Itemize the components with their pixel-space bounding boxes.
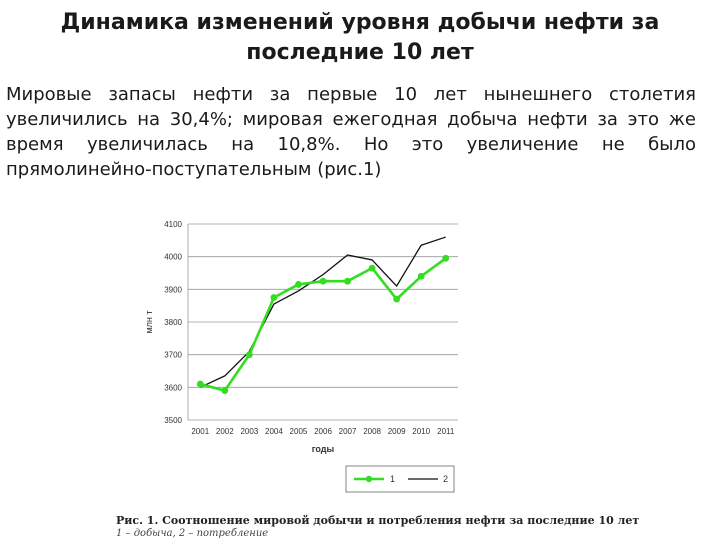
y-tick-label-3800: 3800 <box>164 318 182 327</box>
y-tick-label-3700: 3700 <box>164 351 182 360</box>
y-axis-tick-labels: 3500 3600 3700 3800 3900 4000 4100 <box>164 220 182 425</box>
chart-grid <box>187 223 458 421</box>
data-point-series-1-2001 <box>196 380 204 388</box>
data-point-series-1-2011 <box>442 254 450 262</box>
y-axis-label: млн т <box>144 310 154 333</box>
data-point-series-1-2008 <box>368 264 376 272</box>
paragraph-text: Мировые запасы нефти за первые 10 лет ны… <box>6 84 696 180</box>
series-line-2 <box>199 236 446 388</box>
x-tick-label-2010: 2010 <box>412 427 430 436</box>
x-tick-label-2005: 2005 <box>290 427 308 436</box>
slide-title: Динамика изменений уровня добычи нефти з… <box>60 10 660 65</box>
y-tick-label-3900: 3900 <box>164 285 182 294</box>
data-point-series-1-2007 <box>344 277 351 285</box>
y-tick-label-4000: 4000 <box>164 253 182 262</box>
x-tick-label-2004: 2004 <box>265 427 283 436</box>
chart-series <box>196 236 450 394</box>
x-tick-label-2007: 2007 <box>339 427 357 436</box>
data-point-series-1-2010 <box>417 272 425 280</box>
data-point-series-1-2003 <box>245 351 253 359</box>
data-point-series-1-2004 <box>270 294 278 301</box>
figure-subcaption: 1 – добыча, 2 – потребление <box>116 528 269 539</box>
data-point-series-1-2002 <box>221 387 229 394</box>
x-axis-label: годы <box>312 444 335 454</box>
chart-legend: 1 2 <box>345 465 455 493</box>
legend-label-series-2: 2 <box>443 474 448 484</box>
legend-label-series-1: 1 <box>390 474 395 484</box>
figure-caption: Рис. 1. Соотношение мировой добычи и пот… <box>116 514 640 527</box>
y-tick-label-4100: 4100 <box>164 220 182 229</box>
x-tick-label-2009: 2009 <box>388 427 406 436</box>
x-tick-label-2008: 2008 <box>363 427 381 436</box>
legend-marker-series-1 <box>365 475 373 483</box>
x-tick-label-2003: 2003 <box>240 427 258 436</box>
y-tick-label-3500: 3500 <box>164 416 182 425</box>
x-tick-label-2002: 2002 <box>216 427 234 436</box>
y-tick-label-3600: 3600 <box>164 383 182 392</box>
data-point-series-1-2006 <box>319 277 327 285</box>
data-point-series-1-2005 <box>295 281 302 288</box>
x-tick-label-2011: 2011 <box>437 427 455 436</box>
data-point-series-1-2009 <box>393 295 401 303</box>
x-axis-tick-labels: 2001 2002 2003 2004 2005 2006 2007 2008 2009 2010… <box>191 427 455 436</box>
x-tick-label-2006: 2006 <box>314 427 332 436</box>
x-tick-label-2001: 2001 <box>191 427 209 436</box>
slide-paragraph: Мировые запасы нефти за первые 10 лет ны… <box>6 82 696 182</box>
